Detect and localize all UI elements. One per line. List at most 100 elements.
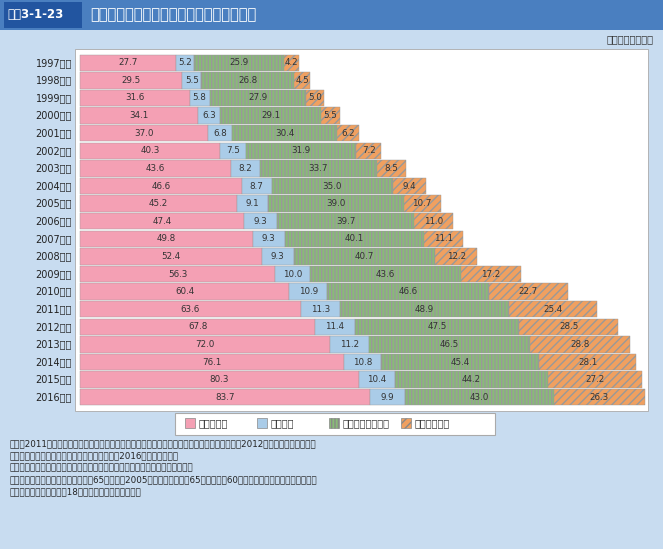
Text: 世帯類型別生活保護受給世帯数の年次推移: 世帯類型別生活保護受給世帯数の年次推移	[90, 8, 257, 23]
Text: 25.4: 25.4	[544, 305, 563, 313]
Text: 4.2: 4.2	[284, 58, 298, 68]
Text: 25.9: 25.9	[229, 58, 249, 68]
Text: 63.6: 63.6	[181, 305, 200, 313]
Text: 27.7: 27.7	[119, 58, 138, 68]
Text: 8.2: 8.2	[239, 164, 253, 173]
Text: 2005年度: 2005年度	[36, 199, 72, 209]
Text: その他の世帯: その他の世帯	[415, 418, 450, 428]
Bar	[80, 143, 219, 159]
Text: 39.7: 39.7	[336, 217, 355, 226]
Text: 46.6: 46.6	[398, 287, 418, 296]
Text: 30.4: 30.4	[275, 128, 294, 138]
Text: 27.2: 27.2	[585, 375, 605, 384]
Bar	[175, 413, 495, 435]
Bar	[80, 248, 262, 265]
Bar	[80, 301, 300, 317]
Bar	[210, 89, 306, 107]
Text: 2013年度: 2013年度	[36, 339, 72, 349]
Text: 28.5: 28.5	[559, 322, 579, 331]
Bar	[80, 283, 290, 300]
Bar	[4, 2, 82, 28]
Bar	[0, 0, 663, 30]
Text: 7.5: 7.5	[226, 146, 240, 155]
Text: 9.3: 9.3	[271, 252, 284, 261]
Text: 11.1: 11.1	[434, 234, 453, 243]
Bar	[284, 54, 298, 71]
Bar	[262, 248, 294, 265]
Text: 52.4: 52.4	[161, 252, 180, 261]
Text: 傷病・障害者世帯: 傷病・障害者世帯	[343, 418, 390, 428]
Text: 40.1: 40.1	[345, 234, 364, 243]
Text: 2011年度: 2011年度	[36, 304, 72, 314]
Bar	[355, 318, 519, 335]
Text: 1997年度: 1997年度	[36, 58, 72, 68]
Bar	[220, 108, 321, 124]
Bar	[369, 336, 530, 352]
Bar	[269, 195, 404, 212]
Bar	[393, 178, 426, 194]
Text: 28.1: 28.1	[578, 357, 597, 367]
Text: 10.7: 10.7	[412, 199, 432, 208]
Text: 40.7: 40.7	[355, 252, 375, 261]
Bar	[80, 231, 253, 247]
Bar	[253, 231, 285, 247]
Text: 4.5: 4.5	[295, 76, 309, 85]
Bar	[290, 283, 328, 300]
Bar	[315, 318, 355, 335]
Bar	[80, 178, 241, 194]
Bar	[232, 125, 337, 142]
Text: 43.6: 43.6	[146, 164, 165, 173]
Bar	[329, 418, 339, 428]
Text: 40.3: 40.3	[140, 146, 160, 155]
Text: 34.1: 34.1	[129, 111, 149, 120]
Text: 2015年度: 2015年度	[36, 374, 72, 385]
Text: 9.3: 9.3	[262, 234, 276, 243]
Bar	[182, 72, 202, 88]
Text: 2006年度: 2006年度	[36, 216, 72, 226]
Text: 2008年度: 2008年度	[36, 251, 72, 261]
Text: 高齢者世帯: 高齢者世帯	[199, 418, 228, 428]
Bar	[260, 160, 377, 177]
Text: 資料：2011年度以前は厚生労働省政策統括官付参事官付行政報告統計室「福祉行政報告例」、2012年度以降は厚生労働省: 資料：2011年度以前は厚生労働省政策統括官付参事官付行政報告統計室「福祉行政報…	[10, 439, 317, 448]
Text: 5.5: 5.5	[324, 111, 337, 120]
Text: 45.2: 45.2	[149, 199, 168, 208]
Text: 9.3: 9.3	[254, 217, 267, 226]
Text: 26.3: 26.3	[590, 393, 609, 402]
Bar	[435, 248, 477, 265]
Text: 1998年度: 1998年度	[36, 75, 72, 86]
Bar	[381, 354, 539, 370]
Text: 2001年度: 2001年度	[36, 128, 72, 138]
Text: 2016年度: 2016年度	[36, 392, 72, 402]
Text: 29.1: 29.1	[261, 111, 280, 120]
Bar	[357, 143, 381, 159]
Bar	[75, 49, 648, 411]
Text: 2004年度: 2004年度	[36, 181, 72, 191]
Text: 60.4: 60.4	[175, 287, 194, 296]
Text: 47.4: 47.4	[152, 217, 172, 226]
Bar	[80, 125, 208, 142]
Bar	[190, 89, 210, 107]
Bar	[276, 213, 414, 229]
Text: 67.8: 67.8	[188, 322, 208, 331]
Text: 83.7: 83.7	[215, 393, 235, 402]
Text: 17.2: 17.2	[481, 270, 501, 278]
Text: 11.2: 11.2	[339, 340, 359, 349]
Bar	[321, 108, 340, 124]
Bar	[257, 418, 267, 428]
Text: 31.9: 31.9	[292, 146, 311, 155]
Bar	[509, 301, 597, 317]
Bar	[80, 213, 245, 229]
Text: 高齢者世帯の定義：男女とも65歳以上（2005年３月以前は、男65歳以上、女60歳以上）の者のみで構成されてい: 高齢者世帯の定義：男女とも65歳以上（2005年３月以前は、男65歳以上、女60…	[10, 475, 318, 484]
Text: 76.1: 76.1	[202, 357, 221, 367]
Bar	[80, 389, 371, 406]
Bar	[80, 318, 315, 335]
Text: 8.5: 8.5	[385, 164, 398, 173]
Text: 27.9: 27.9	[249, 93, 268, 103]
Bar	[377, 160, 406, 177]
Text: 10.9: 10.9	[299, 287, 318, 296]
Text: 2012年度: 2012年度	[36, 322, 72, 332]
Bar	[519, 318, 619, 335]
Bar	[275, 266, 310, 282]
Bar	[310, 266, 461, 282]
Bar	[202, 72, 294, 88]
